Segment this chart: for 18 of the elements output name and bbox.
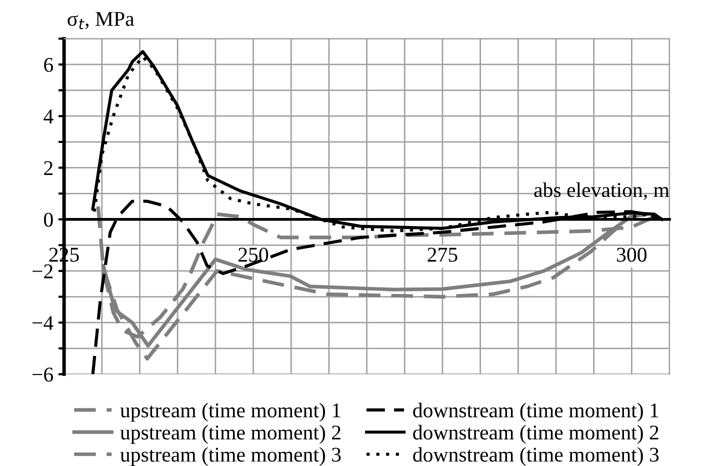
legend-label: downstream (time moment) 3 xyxy=(413,447,659,466)
y-tick-label: −6 xyxy=(32,368,54,382)
y-tick-label: 6 xyxy=(44,58,54,72)
y-tick-label: 0 xyxy=(44,212,53,227)
x-tick-label: 250 xyxy=(238,248,268,262)
x-tick-label: 275 xyxy=(428,248,458,262)
legend-label: downstream (time moment) 1 xyxy=(413,402,658,422)
legend-label: upstream (time moment) 3 xyxy=(120,447,341,466)
legend-label: upstream (time moment) 1 xyxy=(120,402,340,422)
y-tick-label: −4 xyxy=(32,316,54,330)
x-tick-label: 300 xyxy=(617,248,646,262)
legend-label: downstream (time moment) 2 xyxy=(413,424,658,444)
y-tick-label: 4 xyxy=(44,110,54,124)
legend-label: upstream (time moment) 2 xyxy=(120,424,340,444)
y-tick-label: −2 xyxy=(32,264,52,278)
y-tick-label: 2 xyxy=(44,161,52,175)
x-axis-title: abs elevation, m xyxy=(534,182,670,200)
y-axis-title: σ$_{t}$, MPa xyxy=(68,12,134,30)
